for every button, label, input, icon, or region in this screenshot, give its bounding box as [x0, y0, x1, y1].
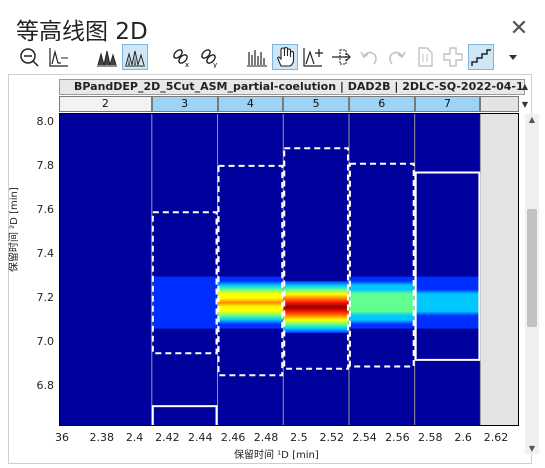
x-tick-label: 2.44 — [188, 431, 213, 444]
integration-box-cut-6 — [348, 162, 415, 368]
x-tick-label: 36 — [55, 431, 69, 444]
y-tick-label: 7.6 — [36, 202, 55, 216]
spectrum-icon[interactable] — [244, 44, 270, 70]
close-icon[interactable]: ✕ — [509, 16, 529, 41]
peak-cut-5 — [283, 280, 349, 333]
cut-tab-6[interactable]: 6 — [348, 96, 415, 112]
y-tick-label: 7.0 — [36, 335, 55, 349]
integration-box-cut-7 — [414, 171, 481, 361]
y-tick-label: 7.4 — [36, 247, 55, 261]
redo-icon[interactable] — [384, 44, 410, 70]
hand-pan-icon[interactable] — [272, 44, 298, 70]
x-tick-label: 2.62 — [483, 431, 509, 444]
scroll-down-icon[interactable]: ▼ — [528, 444, 536, 453]
y-tick-label: 7.2 — [36, 291, 55, 305]
x-tick-label: 2.4 — [125, 431, 144, 444]
vertical-scrollbar[interactable]: ▲ ▼ — [525, 114, 539, 454]
plot-title: BPandDEP_2D_5Cut_ASM_partial-coelution |… — [59, 79, 525, 95]
heatmap-background — [59, 113, 519, 426]
x-tick-label: 2.42 — [155, 431, 180, 444]
x-tick-label: 2.58 — [418, 431, 443, 444]
link-x-icon[interactable]: x — [168, 44, 194, 70]
integration-box-cut-3 — [151, 211, 218, 355]
plot-border — [59, 113, 519, 426]
cut-tab-2[interactable]: 2 — [59, 96, 152, 112]
peak-cut-3 — [151, 276, 218, 329]
x-tick-label: 2.5 — [290, 431, 308, 444]
toolbar-overflow-icon[interactable] — [506, 44, 520, 70]
contour-plot[interactable] — [59, 113, 519, 426]
x-axis-label: 保留时间 ¹D [min] — [234, 450, 319, 461]
integration-box-cut-5 — [283, 147, 349, 370]
svg-text:y: y — [213, 61, 217, 68]
x-tick-label: 2.6 — [454, 431, 472, 444]
add-peak-icon[interactable] — [300, 44, 326, 70]
undo-icon[interactable] — [356, 44, 382, 70]
y-tick-label: 8.0 — [36, 114, 55, 128]
cut-row-filler — [480, 96, 519, 112]
scrollbar-thumb[interactable] — [527, 209, 537, 327]
header-scroll-down-icon[interactable]: ▼ — [521, 100, 529, 109]
document-icon[interactable] — [412, 44, 438, 70]
contour-peaks-icon[interactable] — [122, 44, 148, 70]
zoom-out-icon[interactable] — [16, 44, 42, 70]
x-tick-label: 2.46 — [220, 431, 246, 444]
no-data-region — [480, 113, 519, 426]
window-title: 等高线图 2D — [16, 19, 148, 45]
x-tick-label: 2.48 — [253, 431, 279, 444]
stacked-peaks-icon[interactable] — [94, 44, 120, 70]
y-tick-label: 7.8 — [36, 158, 55, 172]
staircase-icon[interactable] — [468, 44, 494, 70]
y-axis-label: 保留时间 ²D [min] — [9, 187, 20, 272]
cut-tab-5[interactable]: 5 — [283, 96, 349, 112]
svg-text:x: x — [185, 61, 189, 68]
cut-tab-3[interactable]: 3 — [151, 96, 218, 112]
peak-graph-icon[interactable] — [46, 44, 72, 70]
x-tick-label: 2.54 — [352, 431, 377, 444]
x-tick-label: 2.56 — [385, 431, 410, 444]
peak-cut-6 — [348, 276, 415, 329]
cut-tab-7[interactable]: 7 — [414, 96, 481, 112]
y-tick-label: 6.8 — [36, 379, 55, 393]
x-tick-label: 2.38 — [89, 431, 114, 444]
cut-tab-4[interactable]: 4 — [217, 96, 284, 112]
x-tick-label: 2.52 — [319, 431, 344, 444]
integration-box-cut-4 — [217, 164, 284, 377]
peak-cut-7 — [414, 276, 481, 329]
peak-cut-4 — [217, 276, 284, 329]
link-y-icon[interactable]: y — [196, 44, 222, 70]
header-scroll-up-icon[interactable]: ▲ — [521, 82, 529, 91]
crosshair-icon[interactable] — [440, 44, 466, 70]
scroll-up-icon[interactable]: ▲ — [528, 115, 536, 124]
toolbar: x y — [0, 42, 545, 72]
baseline-marker-icon[interactable] — [328, 44, 354, 70]
